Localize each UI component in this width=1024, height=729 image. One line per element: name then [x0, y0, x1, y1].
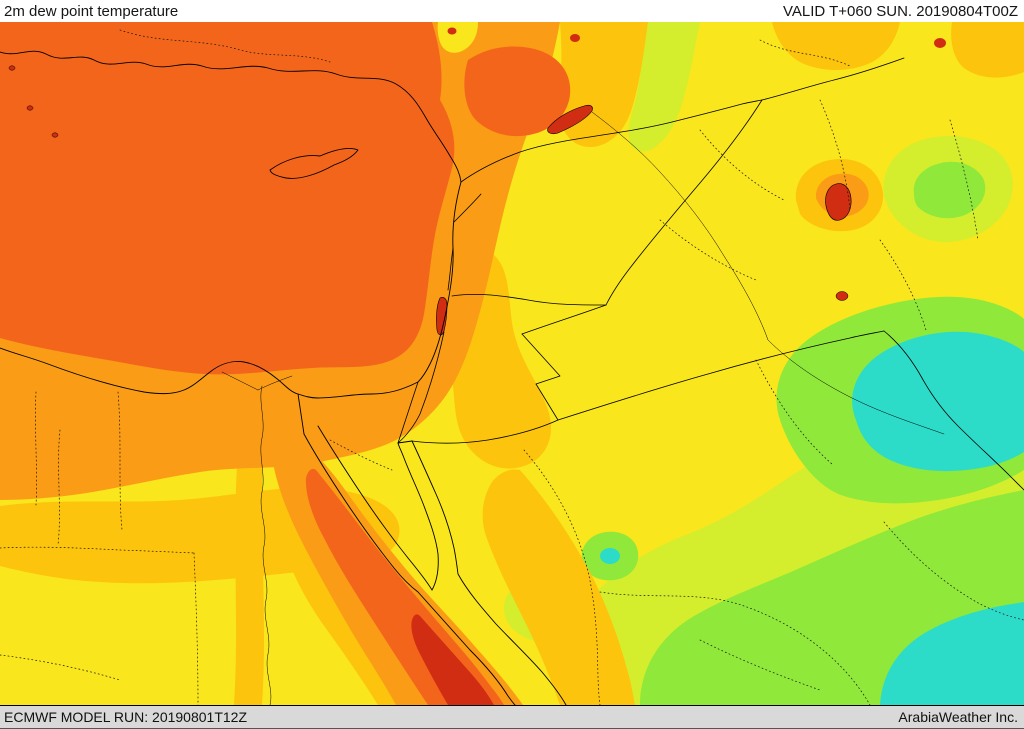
admin-iraq-a — [699, 129, 785, 201]
coastline-sinai-east-aqaba — [397, 442, 439, 591]
region-cyan-spot-center — [600, 548, 620, 564]
border-turkey-syria — [460, 99, 763, 183]
admin-egypt-west-a — [117, 391, 123, 531]
border-israel-jordan-south — [397, 331, 445, 444]
island-aegean-a — [8, 65, 16, 71]
region-amber-saudi-coast — [482, 469, 635, 705]
border-lebanon-syria — [453, 193, 482, 223]
region-redorange-redsea — [305, 468, 504, 705]
coastline-turkey-south — [0, 50, 462, 183]
admin-egypt-west-c — [57, 429, 61, 546]
footer-bar: ECMWF MODEL RUN: 20190801T12Z ArabiaWeat… — [0, 705, 1024, 729]
coastline-gulf-kuwait — [883, 330, 1024, 491]
admin-saudi-b — [599, 591, 871, 705]
border-israel-egypt — [397, 381, 419, 444]
coastline-aqaba-east-redsea — [411, 440, 567, 705]
region-amber-nile-valley — [234, 430, 264, 705]
river-nile — [260, 385, 272, 705]
region-darkred-redsea-south — [411, 614, 494, 705]
border-syria-jordan — [451, 293, 607, 306]
region-redorange-mediterranean — [0, 22, 455, 375]
coastline-gulf-suez-west-redsea — [303, 433, 516, 705]
admin-saudi-c — [883, 521, 1024, 621]
island-aegean-b — [26, 105, 34, 111]
island-cyprus — [269, 147, 359, 179]
admin-iraq-b — [819, 99, 851, 211]
admin-egypt-west-b — [35, 391, 37, 506]
river-euphrates — [591, 111, 945, 435]
region-yellow-notch-top — [437, 22, 478, 53]
island-aegean-c — [51, 132, 59, 138]
model-run-label: ECMWF MODEL RUN: 20190801T12Z — [4, 709, 247, 725]
hotspot-north-a — [570, 34, 580, 42]
admin-egypt-south-a — [0, 546, 195, 554]
region-amber-top-right-b — [951, 22, 1024, 78]
border-jordan-saudi — [411, 333, 561, 444]
border-jordan-iraq — [521, 304, 607, 335]
region-green-northeast-core — [913, 161, 986, 219]
river-nile-delta-east — [257, 375, 293, 391]
region-cyan-southeast — [880, 602, 1024, 705]
brand-label: ArabiaWeather Inc. — [898, 709, 1018, 725]
valid-time-label: VALID T+060 SUN. 20190804T00Z — [782, 3, 1018, 20]
lake-habbaniyah — [835, 291, 849, 301]
gulf-aqaba-head — [397, 440, 413, 444]
admin-iraq-d — [659, 219, 757, 281]
lake-tharthar — [825, 183, 852, 221]
hotspot-notch-dot — [447, 27, 457, 35]
coastline-sinai-west — [317, 425, 433, 591]
product-title: 2m dew point temperature — [4, 3, 179, 20]
hotspot-northeast — [934, 38, 946, 48]
region-amber-top-right-a — [772, 22, 900, 70]
border-jordan-river — [447, 247, 454, 291]
river-nile-delta-west — [221, 371, 259, 391]
border-iraq-saudi — [557, 330, 885, 421]
border-syria-iraq — [605, 99, 763, 306]
suez-canal — [297, 393, 305, 435]
admin-sinai — [329, 439, 393, 471]
admin-south-b — [699, 639, 821, 691]
lake-assad — [547, 104, 593, 135]
admin-turkey-b — [759, 39, 851, 67]
border-turkey-iraq — [761, 57, 905, 101]
weather-map — [0, 22, 1024, 705]
admin-egypt-south-b — [193, 552, 199, 705]
region-cyan-east — [852, 331, 1024, 472]
admin-south-a — [0, 654, 121, 681]
header-bar: 2m dew point temperature VALID T+060 SUN… — [0, 0, 1024, 22]
region-redorange-setr-turkey — [464, 46, 571, 137]
region-yellowgreen-top-streak — [628, 22, 700, 152]
dead-sea — [436, 297, 448, 336]
